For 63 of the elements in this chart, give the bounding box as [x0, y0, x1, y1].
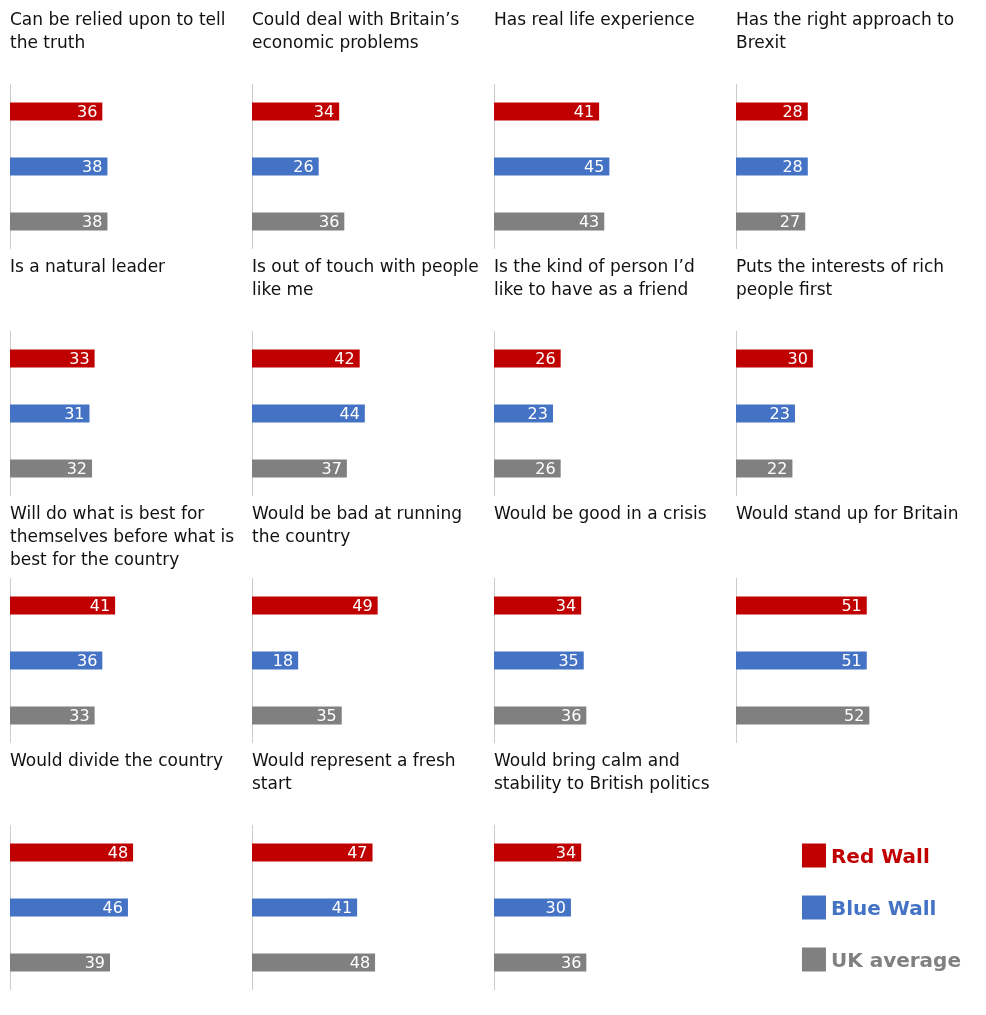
- text: Has the right approach to Brexit: [735, 8, 956, 54]
- data-label: 26: [293, 157, 314, 176]
- data-label: 30: [545, 898, 566, 917]
- data-label: 22: [767, 459, 788, 478]
- data-label: 48: [349, 953, 371, 972]
- data-label: 34: [555, 596, 577, 615]
- data-label: 38: [82, 157, 103, 176]
- data-label: 46: [102, 898, 123, 917]
- data-label: 35: [558, 651, 579, 670]
- legend-label: Blue Wall: [830, 895, 937, 920]
- chart-title: Is the kind of person I’d like to have as a friend: [493, 255, 696, 301]
- chart-title: Would represent a fresh start: [251, 749, 457, 795]
- chart-title: Can be relied upon to tell the truth: [9, 8, 227, 54]
- data-label: 47: [347, 843, 368, 862]
- chart-title: Could deal with Britain’s economic problems: [251, 8, 461, 54]
- data-label: 42: [334, 349, 355, 368]
- chart-title: Puts the interests of rich people first: [735, 255, 946, 301]
- data-label: 39: [84, 953, 105, 972]
- chart-title: Is out of touch with people like me: [251, 255, 480, 301]
- data-label: 36: [76, 651, 98, 670]
- legend-label: Red Wall: [830, 843, 930, 868]
- data-label: 41: [89, 596, 111, 615]
- data-label: 23: [769, 404, 790, 423]
- data-label: 51: [841, 651, 862, 670]
- legend-label: UK average: [830, 947, 962, 972]
- data-label: 33: [69, 349, 90, 368]
- data-label: 28: [782, 102, 803, 121]
- data-label: 37: [321, 459, 342, 478]
- data-label: 27: [779, 212, 801, 231]
- data-label: 36: [560, 953, 582, 972]
- data-label: 32: [66, 459, 88, 478]
- data-label: 38: [82, 212, 103, 231]
- data-label: 45: [584, 157, 605, 176]
- chart-title: Would bring calm and stability to British politics: [493, 749, 711, 795]
- data-label: 34: [555, 843, 577, 862]
- data-label: 34: [313, 102, 335, 121]
- chart-title: Is a natural leader: [9, 255, 167, 278]
- data-label: 36: [318, 212, 340, 231]
- chart-title: Would be good in a crisis: [493, 502, 708, 525]
- data-label: 36: [76, 102, 98, 121]
- data-label: 43: [578, 212, 600, 231]
- data-label: 36: [560, 706, 582, 725]
- chart-title: Would stand up for Britain: [735, 502, 960, 525]
- data-label: 33: [69, 706, 90, 725]
- data-label: 41: [331, 898, 353, 917]
- data-label: 41: [573, 102, 595, 121]
- data-label: 44: [339, 404, 360, 423]
- chart-title: Would be bad at running the country: [251, 502, 464, 548]
- data-label: 52: [843, 706, 865, 725]
- data-label: 48: [107, 843, 129, 862]
- data-label: 18: [272, 651, 294, 670]
- chart-title: Has real life experience: [493, 8, 696, 31]
- chart-title: Will do what is best for themselves before what is best for the country: [9, 502, 236, 571]
- data-label: 28: [782, 157, 803, 176]
- data-label: 31: [64, 404, 85, 423]
- data-label: 49: [352, 596, 373, 615]
- chart-title: Would divide the country: [9, 749, 225, 772]
- data-label: 26: [535, 459, 556, 478]
- data-label: 51: [841, 596, 862, 615]
- data-label: 35: [316, 706, 337, 725]
- data-label: 30: [787, 349, 808, 368]
- data-label: 26: [535, 349, 556, 368]
- data-label: 23: [527, 404, 548, 423]
